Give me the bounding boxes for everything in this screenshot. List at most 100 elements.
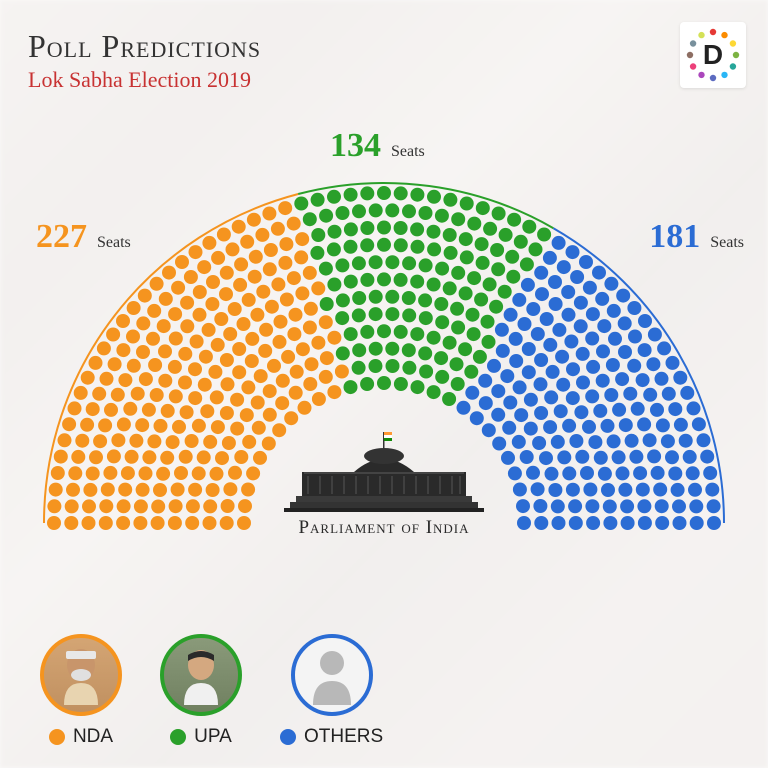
seat-dot <box>303 212 317 226</box>
seat-dot <box>427 385 441 399</box>
seat-dot <box>136 345 150 359</box>
seat-dot <box>646 357 660 371</box>
seat-dot <box>522 342 536 356</box>
seat-dot <box>540 312 554 326</box>
seat-dot <box>686 466 700 480</box>
seat-dot <box>593 404 607 418</box>
seat-dot <box>190 335 204 349</box>
seat-dot <box>147 434 161 448</box>
seat-dot <box>138 289 152 303</box>
seat-dot <box>226 242 240 256</box>
seat-dot <box>556 378 570 392</box>
seat-dot <box>352 291 366 305</box>
legend-label-nda: NDA <box>73 726 113 748</box>
seat-dot <box>442 392 456 406</box>
seat-dot <box>570 270 584 284</box>
seat-dot <box>483 222 497 236</box>
seat-dot <box>238 499 252 513</box>
seat-dot <box>520 257 534 271</box>
seat-dot <box>186 499 200 513</box>
seat-dot <box>576 347 590 361</box>
page-title: Poll Predictions <box>28 28 740 65</box>
seat-dot <box>473 350 487 364</box>
seat-dot <box>557 450 571 464</box>
seat-dot <box>557 260 571 274</box>
seat-dot <box>491 408 505 422</box>
seat-dot <box>451 377 465 391</box>
seat-dot <box>116 314 130 328</box>
seat-dot <box>111 388 125 402</box>
seat-dot <box>99 499 113 513</box>
seat-dot <box>483 277 497 291</box>
seat-dot <box>51 466 65 480</box>
seat-dot <box>267 359 281 373</box>
brand-logo: D <box>680 22 746 88</box>
seat-dot <box>543 251 557 265</box>
seat-dot <box>465 386 479 400</box>
seat-dot <box>125 450 139 464</box>
seat-dot <box>65 499 79 513</box>
seat-dot <box>385 203 399 217</box>
seat-dot <box>419 206 433 220</box>
seat-dot <box>683 450 697 464</box>
seat-dot <box>411 380 425 394</box>
seat-dot <box>175 255 189 269</box>
seat-dot <box>178 376 192 390</box>
seat-dot <box>240 235 254 249</box>
seat-dot <box>680 386 694 400</box>
seat-dot <box>344 240 358 254</box>
seat-dot <box>49 483 63 497</box>
seat-dot <box>377 272 391 286</box>
seat-dot <box>504 308 518 322</box>
seat-dot <box>161 404 175 418</box>
seat-dot <box>512 293 526 307</box>
seat-dot <box>278 201 292 215</box>
seat-dot <box>192 466 206 480</box>
seat-dot <box>402 256 416 270</box>
seat-dot <box>612 450 626 464</box>
seat-dot <box>232 220 246 234</box>
seat-dot <box>278 256 292 270</box>
seat-dot <box>435 315 449 329</box>
seat-dot <box>220 353 234 367</box>
seat-dot <box>116 343 130 357</box>
seat-dot <box>193 308 207 322</box>
seat-dot <box>241 483 255 497</box>
seat-dot <box>327 190 341 204</box>
parliament-building-icon <box>284 424 484 517</box>
seat-dot <box>247 213 261 227</box>
seat-dot <box>638 343 652 357</box>
seat-dot <box>604 388 618 402</box>
seat-dot <box>369 255 383 269</box>
seat-dot <box>215 451 229 465</box>
seat-dot <box>228 302 242 316</box>
seat-dot <box>319 262 333 276</box>
seat-dot <box>146 332 160 346</box>
seat-dot <box>262 207 276 221</box>
seat-dot <box>601 483 615 497</box>
legend-item-upa: UPA <box>160 634 242 748</box>
seat-dot <box>385 342 399 356</box>
seat-dot <box>310 246 324 260</box>
seat-dot <box>198 378 212 392</box>
seat-dot <box>223 482 237 496</box>
seat-dot <box>312 392 326 406</box>
main-content: Poll Predictions Lok Sabha Election 2019… <box>0 0 768 768</box>
seat-dot <box>655 372 669 386</box>
seat-dot <box>385 307 399 321</box>
seat-dot <box>643 433 657 447</box>
seat-dot <box>616 466 630 480</box>
seat-dot <box>290 365 304 379</box>
seat-dot <box>98 418 112 432</box>
seat-dot <box>360 325 374 339</box>
seat-dot <box>566 483 580 497</box>
seat-dot <box>394 377 408 391</box>
seat-dot <box>604 277 618 291</box>
seat-dot <box>435 209 449 223</box>
seat-dot <box>636 373 650 387</box>
seat-dot <box>619 418 633 432</box>
seat-dot <box>171 281 185 295</box>
seat-dot <box>520 450 534 464</box>
seat-dot <box>496 344 510 358</box>
seat-dot <box>327 242 341 256</box>
